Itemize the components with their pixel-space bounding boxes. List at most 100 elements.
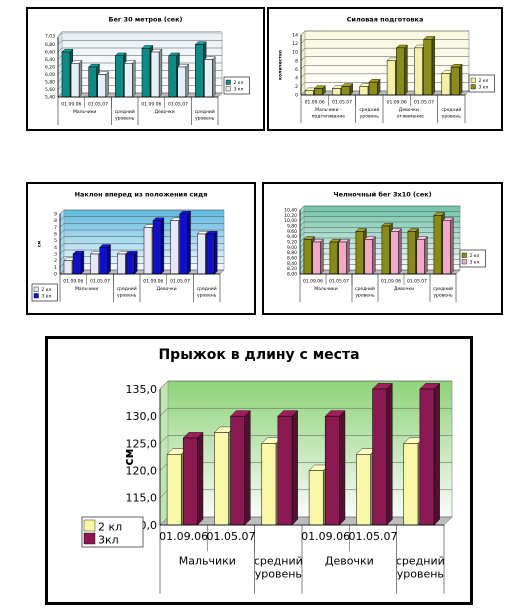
legend-swatch <box>83 532 96 545</box>
group-label: Мальчики <box>73 109 96 115</box>
y-axis-label: количество <box>279 50 284 80</box>
bar <box>403 443 419 526</box>
bar-side <box>160 217 165 275</box>
bar <box>63 260 73 275</box>
y-tick-label: 9,80 <box>287 224 297 230</box>
chart-run-30m: 7,03 6,80 6,60 6,40 6,20 6,00 5,80 5,60 5,40 Бег … <box>26 7 265 131</box>
y-tick-label: 115,0 <box>126 492 158 505</box>
y-tick-label: 8 <box>54 218 57 224</box>
legend-label: 3кл <box>98 534 119 547</box>
y-axis-label: см <box>38 241 43 248</box>
x-tick-label: 01.05.07 <box>88 102 108 108</box>
gridline <box>299 221 460 227</box>
bar <box>364 239 373 275</box>
bar <box>150 51 160 98</box>
plot-side-wall <box>159 380 169 526</box>
bar <box>338 241 347 275</box>
chart-title: Силовая подготовка <box>347 16 424 24</box>
y-tick-label: 0 <box>54 272 57 278</box>
chart-title: Прыжок в длину с места <box>158 347 359 363</box>
y-tick-label: 8,20 <box>287 266 297 272</box>
legend-label: 2 кл <box>42 287 52 293</box>
bar <box>214 432 229 526</box>
y-tick-label: 8 <box>295 58 298 64</box>
chart-title: Бег 30 метров (сек) <box>109 16 183 24</box>
group-label: уровень <box>397 568 444 581</box>
y-tick-label: 6,80 <box>45 42 55 48</box>
y-tick-label: 6 <box>295 67 298 73</box>
group-label: средний <box>433 285 453 292</box>
bar-side <box>291 410 298 526</box>
y-tick-label: 4 <box>295 75 298 81</box>
group-label: подтягивание <box>312 115 346 120</box>
bar <box>115 55 124 98</box>
y-tick-label: 5,80 <box>45 80 55 86</box>
y-tick-label: 8,00 <box>287 272 297 278</box>
bar <box>386 60 396 96</box>
bar <box>195 44 204 98</box>
y-tick-label: 9,60 <box>287 229 297 235</box>
bar-side <box>132 59 136 98</box>
x-tick-label: 01.09.06 <box>381 279 401 285</box>
bar-side <box>78 59 83 98</box>
bar <box>97 74 106 98</box>
bar-side <box>431 36 435 96</box>
bar-side <box>386 382 393 526</box>
bar-side <box>212 56 216 98</box>
bar <box>332 88 341 96</box>
group-label: средний <box>117 285 137 292</box>
bar-side <box>372 236 376 275</box>
bar <box>88 66 97 98</box>
y-tick-label: 130,0 <box>126 410 158 423</box>
x-tick-label: 01.09.06 <box>141 102 161 108</box>
bar <box>407 231 416 275</box>
bar <box>197 233 206 275</box>
gridline <box>59 216 224 221</box>
y-tick-label: 3 <box>54 252 57 258</box>
y-tick-label: 2 <box>295 84 298 90</box>
bar <box>416 239 425 275</box>
bar <box>304 90 314 96</box>
bar <box>314 88 323 96</box>
bar-side <box>107 244 111 275</box>
y-tick-label: 6,20 <box>45 65 55 71</box>
y-tick-label: 10,20 <box>284 213 297 219</box>
y-tick-label: 8,60 <box>287 256 297 262</box>
y-tick-label: 120,0 <box>126 464 158 477</box>
bar-side <box>158 48 163 98</box>
plot-side-wall <box>300 30 306 96</box>
x-tick-label: 01.05.07 <box>170 279 190 285</box>
y-tick-label: 6,60 <box>45 50 55 56</box>
bar-side <box>450 217 454 275</box>
bar <box>204 59 213 98</box>
x-tick-label: 01.09.06 <box>61 102 81 108</box>
group-label: средний <box>355 285 375 292</box>
bar <box>99 247 108 275</box>
legend-label: 2 кл <box>234 80 244 86</box>
bar <box>143 227 153 275</box>
chart-strength: 14 12 10 8 6 4 2 0 Силовая подготовка количество 0… <box>267 7 503 131</box>
bar <box>355 231 364 275</box>
bar <box>359 86 369 96</box>
legend-swatch <box>33 286 39 292</box>
legend-swatch <box>461 252 467 258</box>
legend-label: 3 кл <box>470 260 480 266</box>
x-tick-label: 01.09.06 <box>305 100 325 106</box>
gridline <box>159 435 452 444</box>
chart-svg: 10,4010,2010,009,809,609,409,209,008,808… <box>284 191 486 303</box>
gridline <box>159 407 452 417</box>
bar-side <box>320 238 324 275</box>
y-tick-label: 0 <box>295 93 298 99</box>
bar <box>126 253 135 275</box>
legend-swatch <box>461 259 467 265</box>
bar-side <box>214 230 218 275</box>
y-tick-label: 6,40 <box>45 57 55 63</box>
y-tick-label: 12 <box>292 41 298 47</box>
group-label: средний <box>441 106 461 113</box>
bar <box>414 47 423 96</box>
x-tick-label: 01.09.06 <box>303 279 323 285</box>
x-tick-label: 01.05.07 <box>168 102 188 108</box>
bar <box>308 470 324 526</box>
chart-svg: 14 12 10 8 6 4 2 0 Силовая подготовка количество 0… <box>279 16 495 124</box>
